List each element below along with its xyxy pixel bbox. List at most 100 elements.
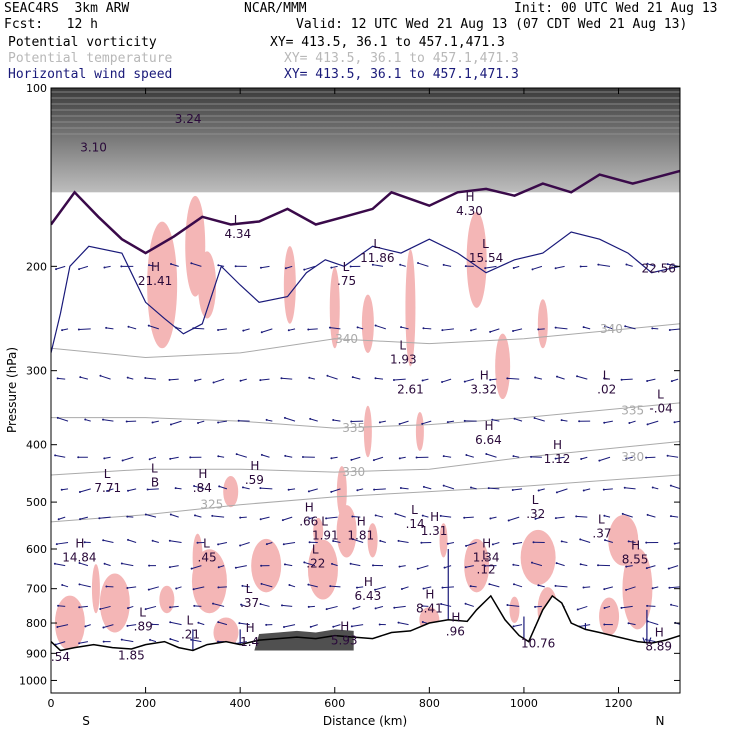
pv-extremum-marker: H bbox=[75, 536, 84, 550]
pv-extremum-value: B bbox=[151, 476, 159, 490]
y-tick-label: 200 bbox=[26, 260, 47, 273]
pv-shaded-region bbox=[520, 529, 556, 585]
pv-extremum-value: .45 bbox=[198, 550, 217, 564]
pv-extremum-marker: H bbox=[451, 610, 460, 624]
wind-vector bbox=[169, 456, 179, 460]
wind-vector bbox=[309, 624, 318, 628]
wind-vector bbox=[554, 326, 568, 330]
pv-shaded-region bbox=[495, 333, 511, 400]
wind-vector bbox=[126, 624, 137, 627]
wind-vector bbox=[174, 487, 182, 490]
wind-vector bbox=[351, 515, 361, 518]
wind-vector bbox=[537, 488, 545, 492]
wind-vector bbox=[602, 488, 613, 491]
pv-extremum-marker: L bbox=[187, 614, 194, 628]
wind-vector bbox=[373, 488, 386, 491]
pv-extremum-value: 3.10 bbox=[80, 140, 107, 154]
wind-vector bbox=[400, 326, 409, 330]
theta-contour bbox=[51, 402, 680, 429]
wind-vector bbox=[217, 264, 225, 267]
x-tick-label: 800 bbox=[419, 697, 440, 710]
pv-extremum-value: .12 bbox=[477, 563, 496, 577]
wind-vector bbox=[169, 513, 179, 518]
terrain-line bbox=[51, 594, 680, 652]
wind-vector bbox=[196, 541, 205, 544]
pv-shaded-region bbox=[192, 533, 203, 582]
wind-vector bbox=[79, 516, 89, 521]
pv-extremum-value: 5.93 bbox=[331, 634, 358, 648]
pv-shaded-region bbox=[464, 538, 490, 593]
wind-vector bbox=[646, 604, 656, 607]
wind-vector bbox=[651, 327, 659, 330]
pv-extremum-value: .66 bbox=[299, 515, 318, 529]
wind-vector bbox=[239, 542, 250, 547]
wind-vector bbox=[531, 265, 543, 271]
wind-vector bbox=[78, 265, 89, 271]
theta-contour-label: 335 bbox=[342, 421, 365, 435]
theta-contour-label: 340 bbox=[335, 332, 358, 346]
pv-extremum-value: 1.12 bbox=[544, 452, 571, 466]
wind-vector bbox=[506, 377, 520, 380]
pv-extremum-value: .59 bbox=[245, 473, 264, 487]
pv-extremum-marker: L bbox=[411, 503, 418, 517]
wind-vector bbox=[55, 542, 69, 546]
wind-vector bbox=[102, 624, 114, 629]
wind-vector bbox=[308, 376, 316, 380]
wind-vector bbox=[61, 328, 69, 332]
wind-vector bbox=[259, 378, 270, 382]
pv-shaded-region bbox=[198, 251, 217, 319]
wind-vector bbox=[280, 377, 293, 380]
wind-vector bbox=[283, 416, 296, 422]
wind-vector bbox=[399, 263, 406, 267]
pv-shaded-region bbox=[415, 411, 424, 452]
wind-vector bbox=[442, 455, 452, 458]
pv-extremum-value: 2.61 bbox=[397, 382, 424, 396]
wind-vector bbox=[217, 420, 228, 424]
wind-vector bbox=[620, 378, 633, 381]
wind-vector bbox=[469, 585, 477, 588]
wind-vector bbox=[597, 564, 611, 567]
wind-vector bbox=[307, 328, 318, 331]
wind-vector bbox=[282, 542, 296, 546]
wind-vector bbox=[329, 585, 341, 588]
pv-extremum-value: 4.34 bbox=[224, 227, 251, 241]
wind-vector bbox=[265, 542, 273, 546]
wind-vector bbox=[484, 564, 497, 567]
wind-vector bbox=[307, 583, 318, 588]
pv-shaded-region bbox=[439, 523, 448, 558]
theta-contour-label: 330 bbox=[621, 450, 644, 464]
wind-vector bbox=[332, 624, 341, 628]
wind-vector bbox=[598, 456, 611, 462]
wind-vector bbox=[464, 602, 474, 607]
wind-vector bbox=[308, 516, 316, 520]
pv-extremum-marker: L bbox=[312, 543, 319, 557]
pv-extremum-value: 14.84 bbox=[62, 550, 96, 564]
wind-vector bbox=[148, 456, 157, 461]
wind-vector bbox=[603, 605, 611, 609]
wind-vector bbox=[102, 640, 111, 643]
wind-vector bbox=[146, 488, 159, 491]
pv-extremum-value: .75 bbox=[337, 274, 356, 288]
wind-vector bbox=[443, 565, 452, 569]
wind-vector bbox=[284, 454, 293, 458]
wind-vector bbox=[352, 605, 361, 610]
wind-vector bbox=[488, 583, 500, 588]
wind-vector bbox=[127, 538, 137, 543]
y-tick-label: 300 bbox=[26, 365, 47, 378]
y-tick-label: 500 bbox=[26, 496, 47, 509]
wind-vector bbox=[349, 562, 361, 567]
wind-contour bbox=[51, 231, 680, 354]
wind-vector bbox=[371, 263, 384, 267]
wind-vector bbox=[79, 376, 89, 380]
wind-vector bbox=[356, 326, 364, 330]
wind-vector bbox=[83, 541, 91, 544]
wind-vector bbox=[259, 516, 270, 521]
wind-vector bbox=[127, 605, 134, 610]
pv-shaded-region bbox=[283, 246, 296, 324]
wind-vector bbox=[356, 488, 364, 492]
wind-vector bbox=[217, 328, 227, 331]
pv-shaded-region bbox=[336, 505, 357, 558]
pv-extremum-value: 8.41 bbox=[416, 601, 443, 615]
pv-extremum-value: .84 bbox=[193, 481, 212, 495]
pv-extremum-value: .32 bbox=[526, 507, 545, 521]
